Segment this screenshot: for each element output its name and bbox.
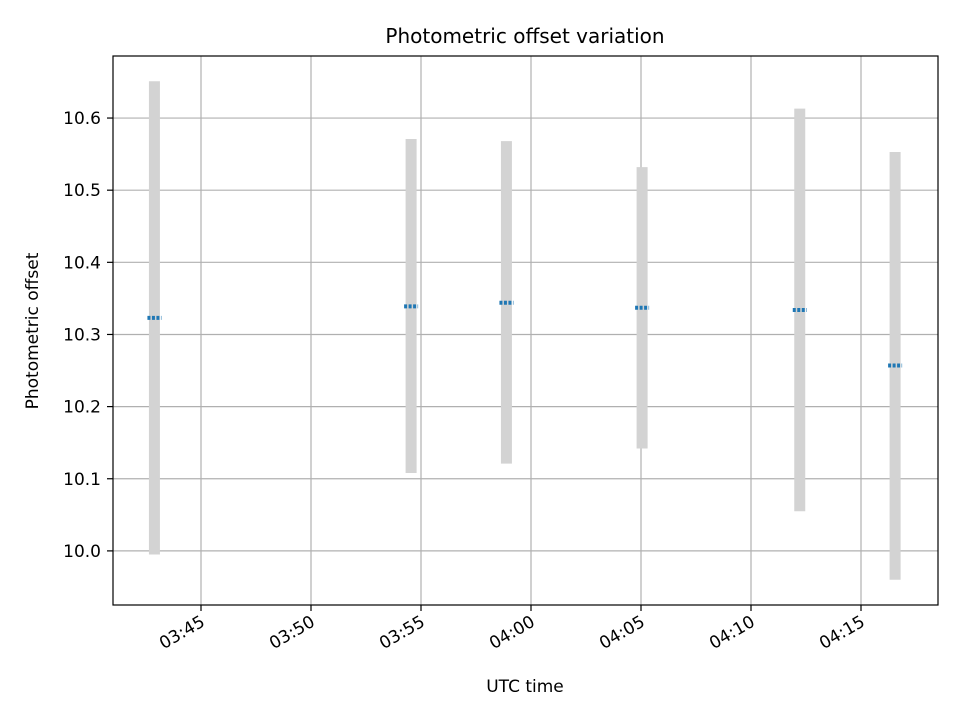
y-tick-label: 10.0 (63, 542, 101, 562)
y-axis-title: Photometric offset (23, 252, 43, 409)
plot-area (113, 56, 938, 605)
y-tick-label: 10.1 (63, 470, 101, 490)
y-tick-labels: 10.0 10.1 10.2 10.3 10.4 10.5 10.6 (63, 109, 101, 562)
y-tick-label: 10.5 (63, 181, 101, 201)
data-points (147, 300, 903, 368)
y-tick-label: 10.2 (63, 398, 101, 418)
y-tick-label: 10.4 (63, 253, 101, 273)
x-axis-title: UTC time (486, 677, 564, 697)
axes-frame (112, 55, 939, 606)
y-tick-label: 10.6 (63, 109, 101, 129)
ticks (107, 117, 862, 611)
y-tick-label: 10.3 (63, 325, 101, 345)
chart-title: Photometric offset variation (385, 24, 664, 48)
